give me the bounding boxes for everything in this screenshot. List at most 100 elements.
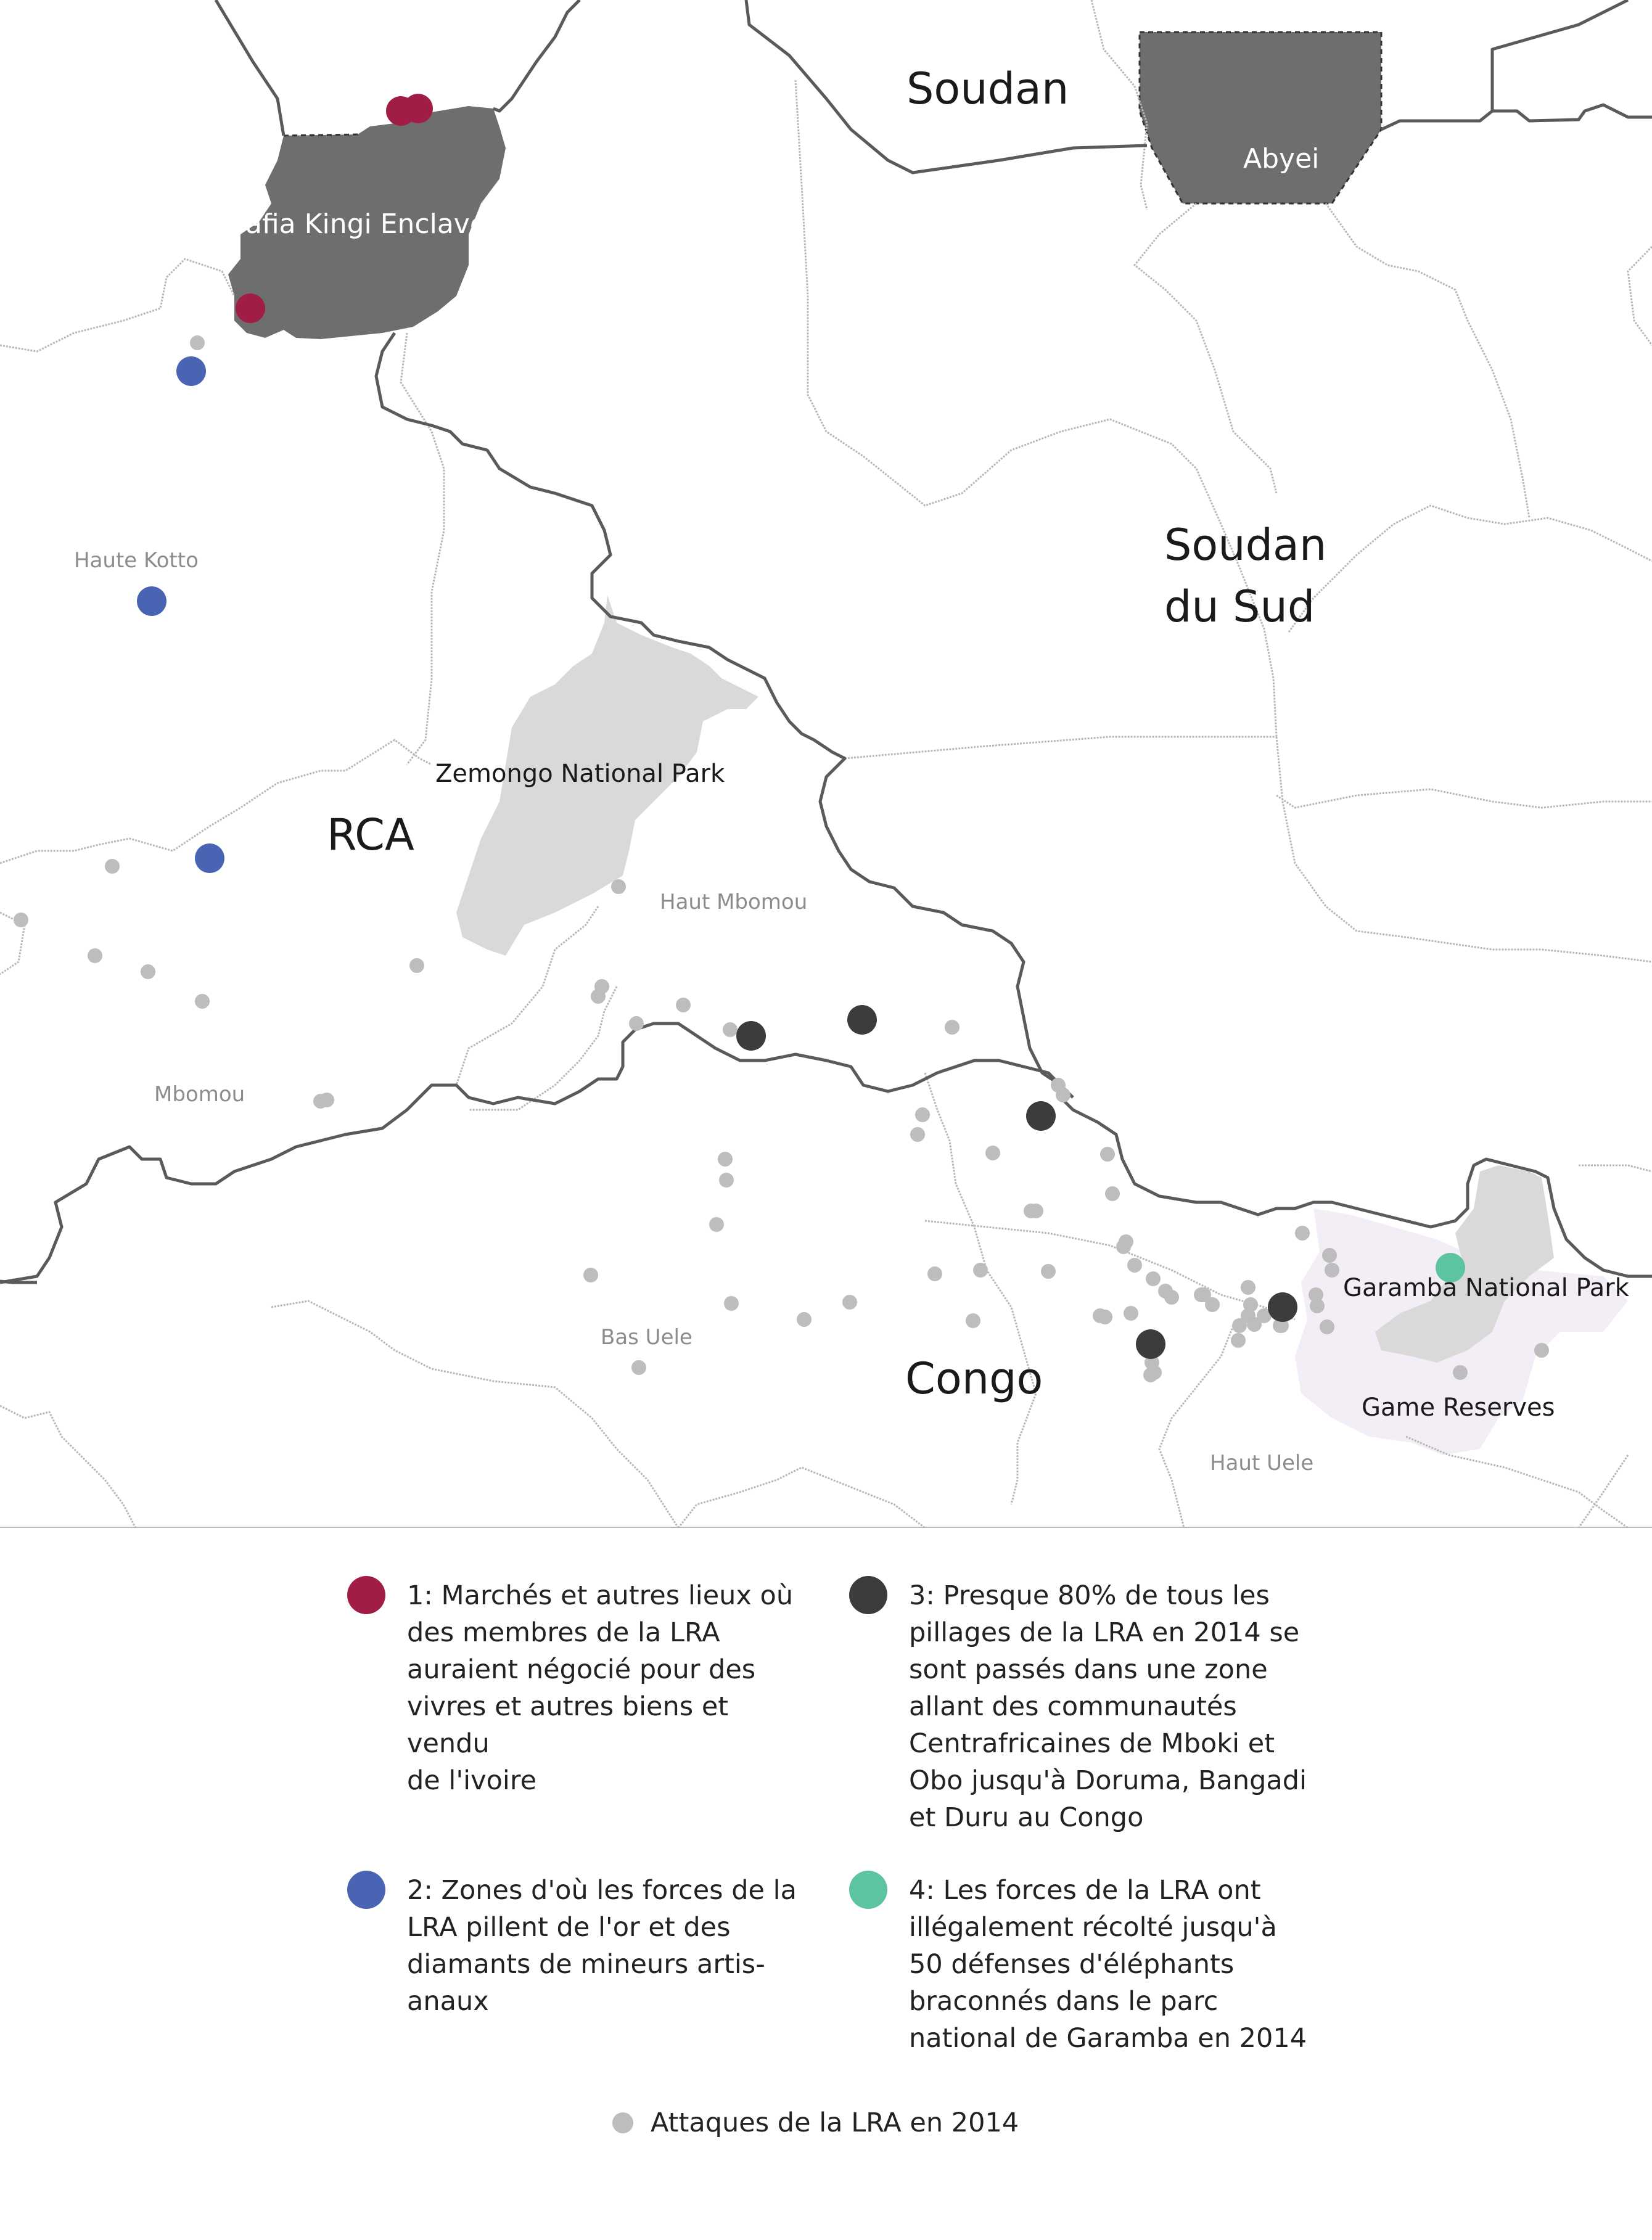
attack-dot xyxy=(985,1146,1000,1160)
looting-marker xyxy=(736,1021,766,1051)
label-soudan-du-sud-2: du Sud xyxy=(1164,581,1315,632)
map: Soudan Soudan du Sud RCA Congo Haute Kot… xyxy=(0,0,1652,1528)
attack-dot xyxy=(1098,1310,1112,1324)
attack-dot xyxy=(1247,1317,1262,1332)
label-mbomou: Mbomou xyxy=(154,1082,245,1107)
legend-dot-mining xyxy=(347,1871,385,1909)
attack-dot xyxy=(1116,1239,1131,1254)
label-abyei: Abyei xyxy=(1243,143,1319,174)
attack-dot xyxy=(1320,1319,1334,1334)
legend-text-attacks: Attaques de la LRA en 2014 xyxy=(651,2107,1019,2138)
legend-dot-attacks xyxy=(612,2112,633,2133)
mining-markers xyxy=(137,356,224,873)
legend-text-looting: 3: Presque 80% de tous les pillages de l… xyxy=(909,1580,1307,1833)
label-bas-uele: Bas Uele xyxy=(601,1325,692,1350)
legend-item-attacks: Attaques de la LRA en 2014 xyxy=(612,2104,1106,2141)
looting-marker xyxy=(1026,1101,1056,1131)
attack-dot xyxy=(723,1022,738,1037)
attack-dot xyxy=(1241,1280,1255,1295)
mining-marker xyxy=(176,356,206,386)
abyei-area xyxy=(1138,31,1383,205)
attack-dot xyxy=(1322,1248,1337,1263)
attack-dot xyxy=(973,1263,988,1278)
legend-text-markets: 1: Marchés et autres lieux où des membre… xyxy=(407,1580,794,1796)
enclave-dashed-edge xyxy=(283,133,358,137)
attack-dot xyxy=(1205,1297,1220,1312)
attack-dot xyxy=(724,1296,739,1311)
label-haute-kotto: Haute Kotto xyxy=(74,548,199,573)
attack-dot xyxy=(319,1093,334,1107)
label-garamba-park: Garamba National Park xyxy=(1343,1274,1630,1302)
attack-dots xyxy=(14,335,1549,1382)
looting-markers xyxy=(736,1005,1297,1359)
attack-dot xyxy=(842,1295,857,1310)
attack-dot xyxy=(797,1312,812,1327)
attack-dot xyxy=(631,1360,646,1375)
attack-dot xyxy=(945,1020,960,1035)
attack-dot xyxy=(1024,1204,1038,1218)
attack-dot xyxy=(1056,1088,1071,1102)
legend-dot-looting xyxy=(849,1576,887,1614)
label-rca: RCA xyxy=(327,810,414,860)
attack-dot xyxy=(915,1107,930,1122)
attack-dot xyxy=(591,989,606,1004)
kafia-kingi-enclave-area xyxy=(228,106,506,339)
attack-dot xyxy=(1041,1264,1056,1279)
label-soudan-du-sud-1: Soudan xyxy=(1164,520,1326,570)
label-haut-mbomou: Haut Mbomou xyxy=(660,890,807,914)
legend-dot-ivory xyxy=(849,1871,887,1909)
market-marker xyxy=(403,94,433,123)
attack-dot xyxy=(195,994,210,1009)
label-game-reserves: Game Reserves xyxy=(1362,1393,1555,1422)
legend-item-looting: 3: Presque 80% de tous les pillages de l… xyxy=(849,1576,1318,1836)
legend-dot-markets xyxy=(347,1576,385,1614)
label-soudan: Soudan xyxy=(906,64,1069,114)
attack-dot xyxy=(1310,1298,1325,1313)
attack-dot xyxy=(1243,1297,1258,1312)
attack-dot xyxy=(676,998,691,1012)
mining-marker xyxy=(195,843,224,873)
admin-boundaries xyxy=(0,0,1652,1528)
legend-text-mining: 2: Zones d'où les forces de la LRA pille… xyxy=(407,1875,797,2017)
mining-marker xyxy=(137,586,166,616)
attack-dot xyxy=(966,1313,980,1328)
attack-dot xyxy=(1453,1365,1468,1380)
attack-dot xyxy=(719,1173,734,1188)
international-borders xyxy=(0,0,1652,1284)
attack-dot xyxy=(1231,1333,1246,1348)
attack-dot xyxy=(1127,1258,1142,1273)
attack-dot xyxy=(629,1016,644,1031)
legend-item-ivory: 4: Les forces de la LRA ont illégalement… xyxy=(849,1871,1318,2057)
attack-dot xyxy=(927,1266,942,1281)
attack-dot xyxy=(718,1152,733,1167)
attack-dot xyxy=(88,948,102,963)
attack-dot xyxy=(1295,1226,1310,1241)
attack-dot xyxy=(1325,1263,1339,1278)
market-markers xyxy=(236,94,433,323)
attack-dot xyxy=(1232,1318,1247,1333)
label-zemongo-park: Zemongo National Park xyxy=(435,760,725,788)
attack-dot xyxy=(910,1127,925,1142)
attack-dot xyxy=(1257,1308,1272,1323)
looting-marker xyxy=(847,1005,877,1035)
attack-dot xyxy=(1534,1343,1549,1358)
attack-dot xyxy=(1274,1318,1289,1333)
attack-dot xyxy=(611,879,626,894)
attack-dot xyxy=(1143,1368,1158,1382)
attack-dot xyxy=(1124,1306,1138,1321)
looting-marker xyxy=(1268,1292,1297,1322)
attack-dot xyxy=(1100,1147,1115,1162)
ivory-marker xyxy=(1436,1253,1465,1282)
attack-dot xyxy=(409,958,424,973)
zemongo-park-area xyxy=(456,595,758,956)
label-congo: Congo xyxy=(905,1353,1043,1404)
label-kafia-kingi-enclave: afia Kingi Enclave xyxy=(245,208,487,240)
looting-marker xyxy=(1136,1329,1165,1359)
attack-dot xyxy=(709,1217,724,1232)
attack-dot xyxy=(1146,1271,1161,1286)
legend-item-markets: 1: Marchés et autres lieux où des membre… xyxy=(347,1576,816,1799)
attack-dot xyxy=(141,964,155,979)
attack-dot xyxy=(1164,1290,1179,1305)
legend-item-mining: 2: Zones d'où les forces de la LRA pille… xyxy=(347,1871,816,2020)
attack-dot xyxy=(105,859,120,874)
